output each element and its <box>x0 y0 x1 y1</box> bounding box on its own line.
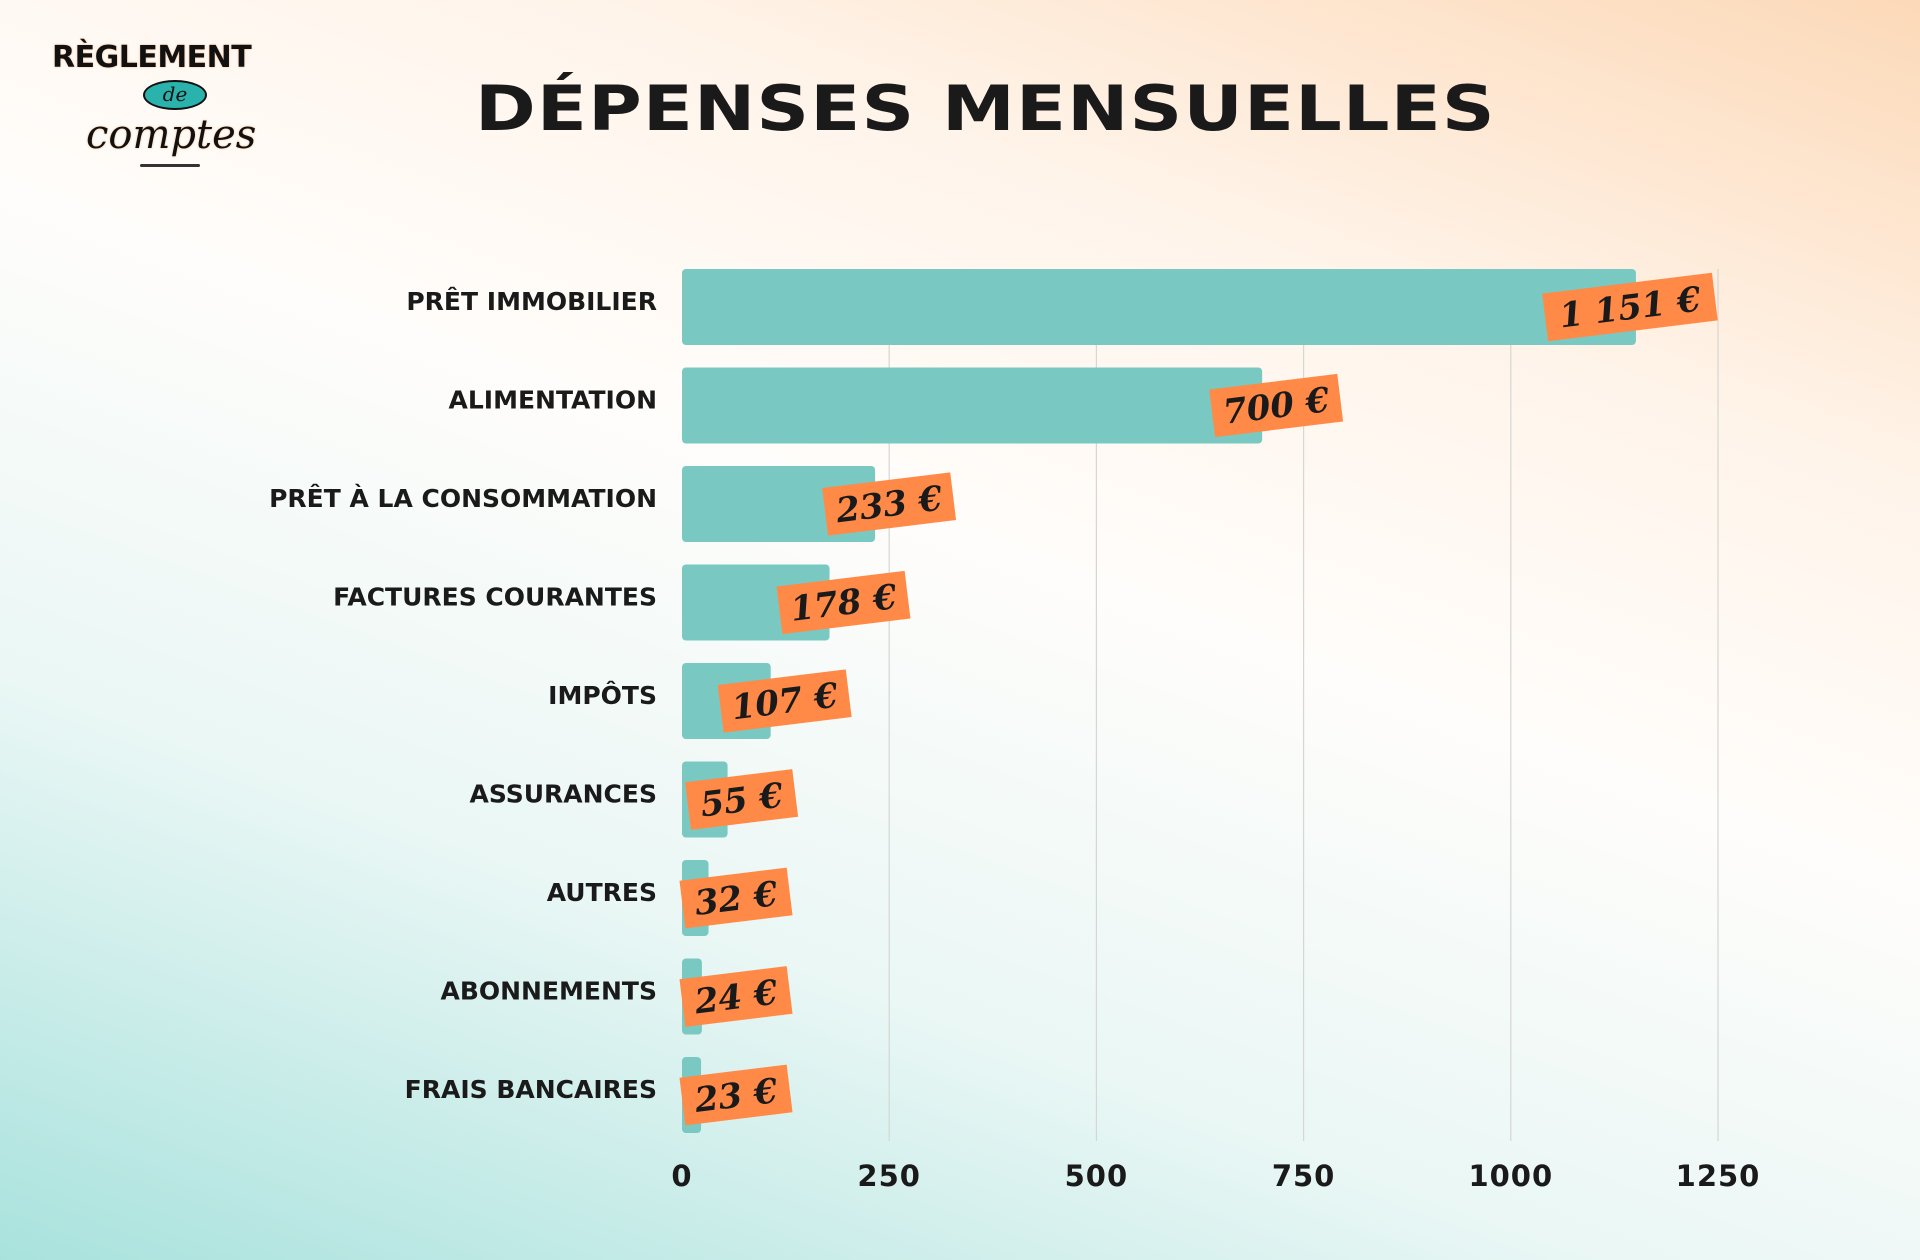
data-label-bg <box>679 867 793 929</box>
category-label: IMPÔTS <box>548 680 657 710</box>
data-label-bg <box>822 472 957 536</box>
bar <box>682 269 1636 345</box>
data-label-bg <box>679 966 793 1027</box>
category-label: FRAIS BANCAIRES <box>405 1075 657 1104</box>
data-label-bg <box>776 570 911 635</box>
x-tick-label: 250 <box>857 1159 921 1193</box>
category-label: PRÊT À LA CONSOMMATION <box>269 484 657 513</box>
x-tick-label: 0 <box>671 1159 692 1193</box>
data-label: 32 € <box>679 867 793 929</box>
logo-underline <box>140 164 200 167</box>
category-label: ALIMENTATION <box>448 386 657 415</box>
category-label: ASSURANCES <box>470 780 658 809</box>
x-tick-label: 500 <box>1065 1159 1129 1193</box>
x-tick-label: 750 <box>1272 1159 1336 1193</box>
category-label: AUTRES <box>547 878 657 907</box>
bar <box>682 367 1263 444</box>
data-label: 233 € <box>822 472 957 536</box>
data-label: 700 € <box>1209 373 1344 438</box>
category-label: PRÊT IMMOBILIER <box>406 287 657 316</box>
category-label: FACTURES COURANTES <box>333 583 657 612</box>
logo-line3: comptes <box>86 112 257 158</box>
page-title: DÉPENSES MENSUELLES <box>475 72 1496 145</box>
x-tick-label: 1000 <box>1468 1159 1553 1193</box>
logo-line1: RÈGLEMENT <box>52 40 252 75</box>
category-label: ABONNEMENTS <box>440 977 657 1006</box>
x-tick-label: 1250 <box>1676 1159 1761 1193</box>
data-label-bg <box>1542 272 1718 342</box>
data-label: 107 € <box>717 669 852 733</box>
data-label: 55 € <box>685 769 799 830</box>
data-label-bg <box>717 669 852 733</box>
data-label-bg <box>1209 373 1344 438</box>
logo: RÈGLEMENT de comptes <box>50 40 300 175</box>
data-label-bg <box>685 769 799 830</box>
logo-line2: de <box>143 80 207 110</box>
data-label: 178 € <box>776 570 911 635</box>
data-label: 23 € <box>679 1064 793 1126</box>
data-label: 24 € <box>679 966 793 1027</box>
data-label-bg <box>679 1064 793 1126</box>
